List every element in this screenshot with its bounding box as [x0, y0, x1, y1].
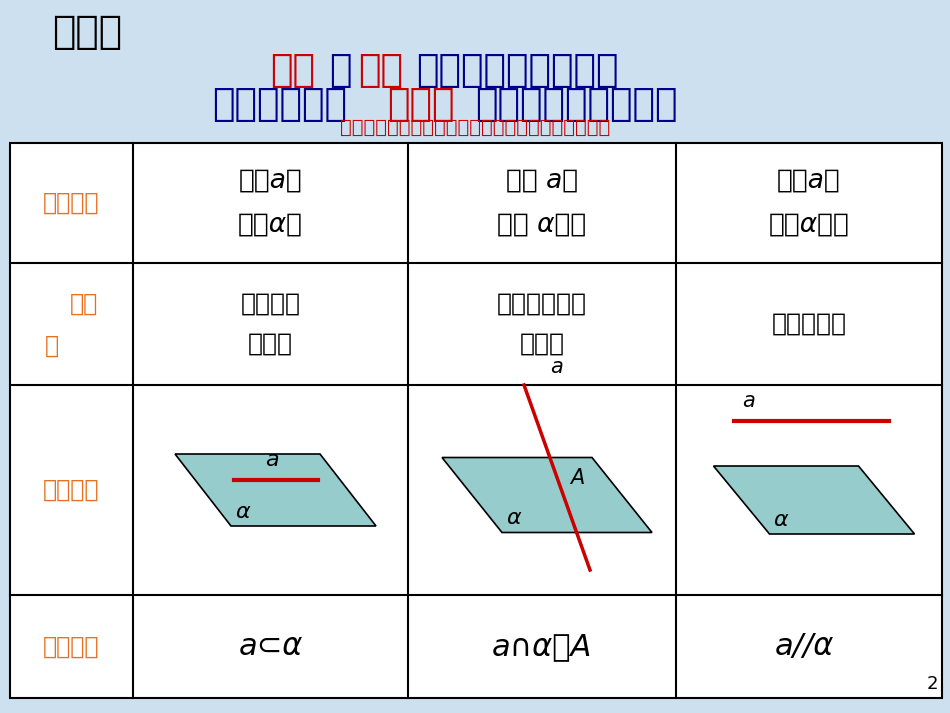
- Text: a⊂α: a⊂α: [238, 632, 303, 661]
- Text: 直线a与: 直线a与: [777, 168, 841, 194]
- Text: α: α: [235, 502, 250, 522]
- Polygon shape: [442, 458, 652, 533]
- Text: A: A: [570, 468, 584, 488]
- Text: 直线: 直线: [271, 53, 315, 89]
- Bar: [10, 143, 942, 698]
- Text: 公共点: 公共点: [388, 87, 455, 123]
- Text: 平面 α相交: 平面 α相交: [498, 212, 586, 238]
- Bar: [10, 143, 942, 698]
- Text: 平面α平行: 平面α平行: [769, 212, 849, 238]
- Text: a: a: [742, 391, 754, 411]
- Text: 有且只有一个: 有且只有一个: [497, 292, 587, 316]
- Text: 直线 a与: 直线 a与: [506, 168, 578, 194]
- Text: 图形表示: 图形表示: [44, 478, 100, 502]
- Text: 直线a在: 直线a在: [238, 168, 302, 194]
- Polygon shape: [175, 454, 376, 526]
- Text: 可能有哪几种位置关: 可能有哪几种位置关: [416, 53, 619, 89]
- Text: 公共: 公共: [69, 292, 98, 316]
- Polygon shape: [713, 466, 915, 534]
- Text: 点: 点: [45, 334, 59, 358]
- Text: a: a: [551, 357, 563, 377]
- Text: 位置关系: 位置关系: [44, 191, 100, 215]
- Text: 平面: 平面: [358, 53, 403, 89]
- Text: 有无数个: 有无数个: [240, 292, 300, 316]
- Text: 系？你能根据: 系？你能根据: [212, 87, 347, 123]
- Text: 没有公共点: 没有公共点: [771, 312, 846, 336]
- Text: 平面α内: 平面α内: [238, 212, 303, 238]
- Text: α: α: [773, 510, 788, 530]
- Text: 公共点: 公共点: [248, 332, 293, 356]
- Text: 一条直线和一个平面的位置关系有且只有以下三种：: 一条直线和一个平面的位置关系有且只有以下三种：: [340, 118, 610, 137]
- Text: a//α: a//α: [774, 632, 834, 661]
- Text: 2: 2: [926, 675, 938, 693]
- Text: a∩α＝A: a∩α＝A: [492, 632, 592, 661]
- Text: α: α: [506, 508, 521, 528]
- Text: 符号表示: 符号表示: [44, 635, 100, 659]
- Text: 公共点: 公共点: [520, 332, 564, 356]
- Text: 的情况进行分类吗？: 的情况进行分类吗？: [475, 87, 677, 123]
- Text: 和: 和: [329, 53, 352, 89]
- Text: 思考：: 思考：: [52, 13, 123, 51]
- Text: a: a: [265, 450, 279, 470]
